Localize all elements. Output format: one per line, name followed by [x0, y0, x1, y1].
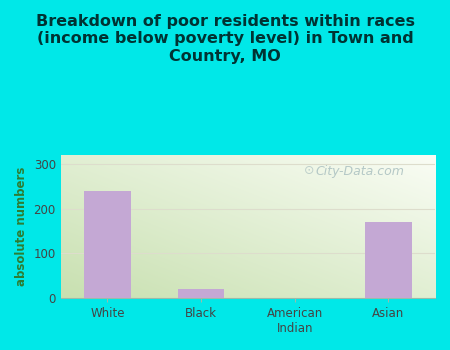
Bar [84, 191, 131, 298]
Text: City-Data.com: City-Data.com [315, 165, 404, 178]
Text: Breakdown of poor residents within races
(income below poverty level) in Town an: Breakdown of poor residents within races… [36, 14, 414, 64]
Bar [365, 222, 412, 298]
Bar [178, 289, 225, 298]
Text: ⊙: ⊙ [304, 164, 315, 177]
Y-axis label: absolute numbers: absolute numbers [15, 167, 28, 286]
